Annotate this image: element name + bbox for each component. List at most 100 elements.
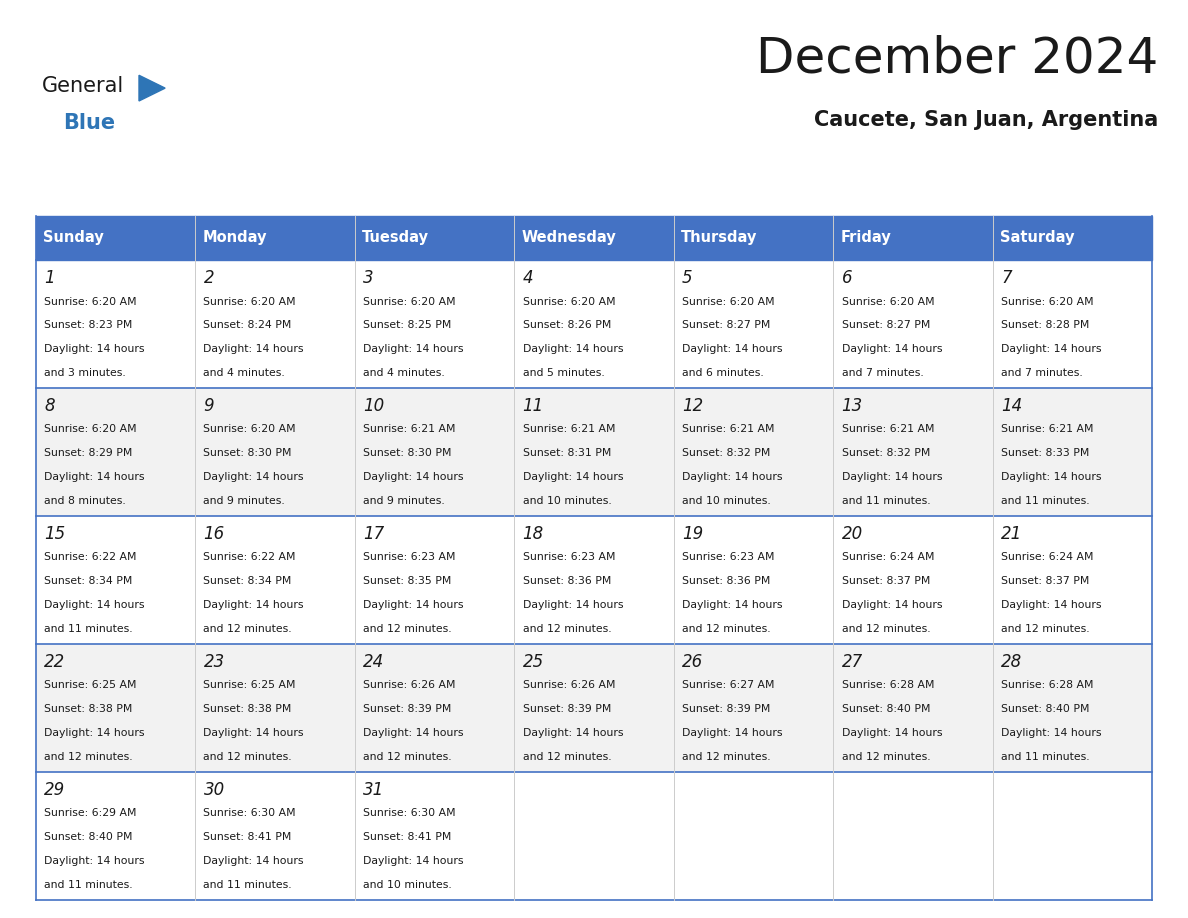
Bar xyxy=(195,644,355,772)
Text: Sunset: 8:39 PM: Sunset: 8:39 PM xyxy=(523,704,611,714)
Text: and 12 minutes.: and 12 minutes. xyxy=(364,752,451,762)
Text: Daylight: 14 hours: Daylight: 14 hours xyxy=(523,600,623,610)
Text: Daylight: 14 hours: Daylight: 14 hours xyxy=(364,728,463,738)
Bar xyxy=(833,644,993,772)
Bar xyxy=(36,216,195,260)
Text: Sunset: 8:38 PM: Sunset: 8:38 PM xyxy=(44,704,132,714)
Text: and 10 minutes.: and 10 minutes. xyxy=(682,496,771,506)
Text: 10: 10 xyxy=(364,397,384,415)
Text: and 12 minutes.: and 12 minutes. xyxy=(1001,624,1089,634)
Text: and 12 minutes.: and 12 minutes. xyxy=(523,624,611,634)
Text: and 12 minutes.: and 12 minutes. xyxy=(203,624,292,634)
Text: and 11 minutes.: and 11 minutes. xyxy=(1001,496,1089,506)
Text: and 12 minutes.: and 12 minutes. xyxy=(841,624,930,634)
Text: Sunset: 8:40 PM: Sunset: 8:40 PM xyxy=(44,833,132,842)
Text: Sunset: 8:28 PM: Sunset: 8:28 PM xyxy=(1001,320,1089,330)
Bar xyxy=(833,516,993,644)
Text: Daylight: 14 hours: Daylight: 14 hours xyxy=(203,472,304,482)
Text: Sunset: 8:34 PM: Sunset: 8:34 PM xyxy=(44,577,132,587)
Text: and 12 minutes.: and 12 minutes. xyxy=(523,752,611,762)
Bar xyxy=(36,772,195,900)
Text: Blue: Blue xyxy=(63,113,115,133)
Bar xyxy=(674,516,833,644)
Text: Daylight: 14 hours: Daylight: 14 hours xyxy=(1001,344,1101,354)
Text: 5: 5 xyxy=(682,269,693,287)
Text: Sunset: 8:39 PM: Sunset: 8:39 PM xyxy=(682,704,771,714)
Text: and 11 minutes.: and 11 minutes. xyxy=(44,880,133,890)
Text: Sunrise: 6:30 AM: Sunrise: 6:30 AM xyxy=(203,809,296,818)
Text: Sunset: 8:37 PM: Sunset: 8:37 PM xyxy=(841,577,930,587)
Text: Sunset: 8:40 PM: Sunset: 8:40 PM xyxy=(841,704,930,714)
Text: Sunrise: 6:20 AM: Sunrise: 6:20 AM xyxy=(203,297,296,307)
Bar xyxy=(36,644,195,772)
Text: Sunset: 8:33 PM: Sunset: 8:33 PM xyxy=(1001,448,1089,458)
Bar xyxy=(355,516,514,644)
Text: 19: 19 xyxy=(682,525,703,543)
Text: 26: 26 xyxy=(682,653,703,671)
Text: Daylight: 14 hours: Daylight: 14 hours xyxy=(1001,472,1101,482)
Text: 23: 23 xyxy=(203,653,225,671)
Text: 28: 28 xyxy=(1001,653,1023,671)
Text: Sunset: 8:27 PM: Sunset: 8:27 PM xyxy=(682,320,771,330)
Text: 4: 4 xyxy=(523,269,533,287)
Text: Sunrise: 6:21 AM: Sunrise: 6:21 AM xyxy=(523,424,615,434)
Text: Sunday: Sunday xyxy=(43,230,103,245)
Text: Sunrise: 6:25 AM: Sunrise: 6:25 AM xyxy=(203,680,296,690)
Text: and 12 minutes.: and 12 minutes. xyxy=(364,624,451,634)
Text: Thursday: Thursday xyxy=(681,230,757,245)
Text: 13: 13 xyxy=(841,397,862,415)
Text: Daylight: 14 hours: Daylight: 14 hours xyxy=(841,728,942,738)
Text: and 3 minutes.: and 3 minutes. xyxy=(44,368,126,378)
Text: and 11 minutes.: and 11 minutes. xyxy=(203,880,292,890)
Text: Sunrise: 6:21 AM: Sunrise: 6:21 AM xyxy=(1001,424,1094,434)
Text: Sunrise: 6:23 AM: Sunrise: 6:23 AM xyxy=(682,553,775,563)
Text: Sunrise: 6:20 AM: Sunrise: 6:20 AM xyxy=(1001,297,1094,307)
Text: Sunrise: 6:21 AM: Sunrise: 6:21 AM xyxy=(364,424,455,434)
Text: Sunset: 8:38 PM: Sunset: 8:38 PM xyxy=(203,704,292,714)
Text: Tuesday: Tuesday xyxy=(362,230,429,245)
Bar xyxy=(355,772,514,900)
Text: Daylight: 14 hours: Daylight: 14 hours xyxy=(203,856,304,866)
Text: Sunrise: 6:25 AM: Sunrise: 6:25 AM xyxy=(44,680,137,690)
Text: Sunset: 8:37 PM: Sunset: 8:37 PM xyxy=(1001,577,1089,587)
Text: Sunrise: 6:29 AM: Sunrise: 6:29 AM xyxy=(44,809,137,818)
Text: Sunset: 8:30 PM: Sunset: 8:30 PM xyxy=(203,448,292,458)
Bar xyxy=(993,772,1152,900)
Text: 7: 7 xyxy=(1001,269,1012,287)
Text: Daylight: 14 hours: Daylight: 14 hours xyxy=(523,472,623,482)
Text: 18: 18 xyxy=(523,525,544,543)
Text: Sunrise: 6:26 AM: Sunrise: 6:26 AM xyxy=(523,680,615,690)
Text: Sunrise: 6:22 AM: Sunrise: 6:22 AM xyxy=(203,553,296,563)
Text: 14: 14 xyxy=(1001,397,1023,415)
Text: Daylight: 14 hours: Daylight: 14 hours xyxy=(841,472,942,482)
Text: and 7 minutes.: and 7 minutes. xyxy=(841,368,923,378)
Text: and 12 minutes.: and 12 minutes. xyxy=(682,624,771,634)
Text: Sunrise: 6:30 AM: Sunrise: 6:30 AM xyxy=(364,809,456,818)
Text: 25: 25 xyxy=(523,653,544,671)
Text: Sunrise: 6:20 AM: Sunrise: 6:20 AM xyxy=(44,424,137,434)
Text: 1: 1 xyxy=(44,269,55,287)
Bar xyxy=(514,387,674,516)
Text: Daylight: 14 hours: Daylight: 14 hours xyxy=(364,856,463,866)
Text: Sunset: 8:30 PM: Sunset: 8:30 PM xyxy=(364,448,451,458)
Text: and 10 minutes.: and 10 minutes. xyxy=(523,496,612,506)
Text: and 4 minutes.: and 4 minutes. xyxy=(364,368,444,378)
Text: and 6 minutes.: and 6 minutes. xyxy=(682,368,764,378)
Text: 12: 12 xyxy=(682,397,703,415)
Text: 22: 22 xyxy=(44,653,65,671)
Text: December 2024: December 2024 xyxy=(756,35,1158,83)
Bar xyxy=(993,516,1152,644)
Bar xyxy=(833,772,993,900)
Text: Sunset: 8:40 PM: Sunset: 8:40 PM xyxy=(1001,704,1089,714)
Text: Sunset: 8:26 PM: Sunset: 8:26 PM xyxy=(523,320,611,330)
Text: Sunset: 8:25 PM: Sunset: 8:25 PM xyxy=(364,320,451,330)
Text: and 9 minutes.: and 9 minutes. xyxy=(364,496,444,506)
Text: Sunrise: 6:24 AM: Sunrise: 6:24 AM xyxy=(841,553,934,563)
Text: Daylight: 14 hours: Daylight: 14 hours xyxy=(203,728,304,738)
Text: General: General xyxy=(42,76,124,96)
Text: Sunrise: 6:20 AM: Sunrise: 6:20 AM xyxy=(682,297,775,307)
Text: Wednesday: Wednesday xyxy=(522,230,617,245)
Text: 20: 20 xyxy=(841,525,862,543)
Bar xyxy=(833,387,993,516)
Text: Sunset: 8:29 PM: Sunset: 8:29 PM xyxy=(44,448,132,458)
